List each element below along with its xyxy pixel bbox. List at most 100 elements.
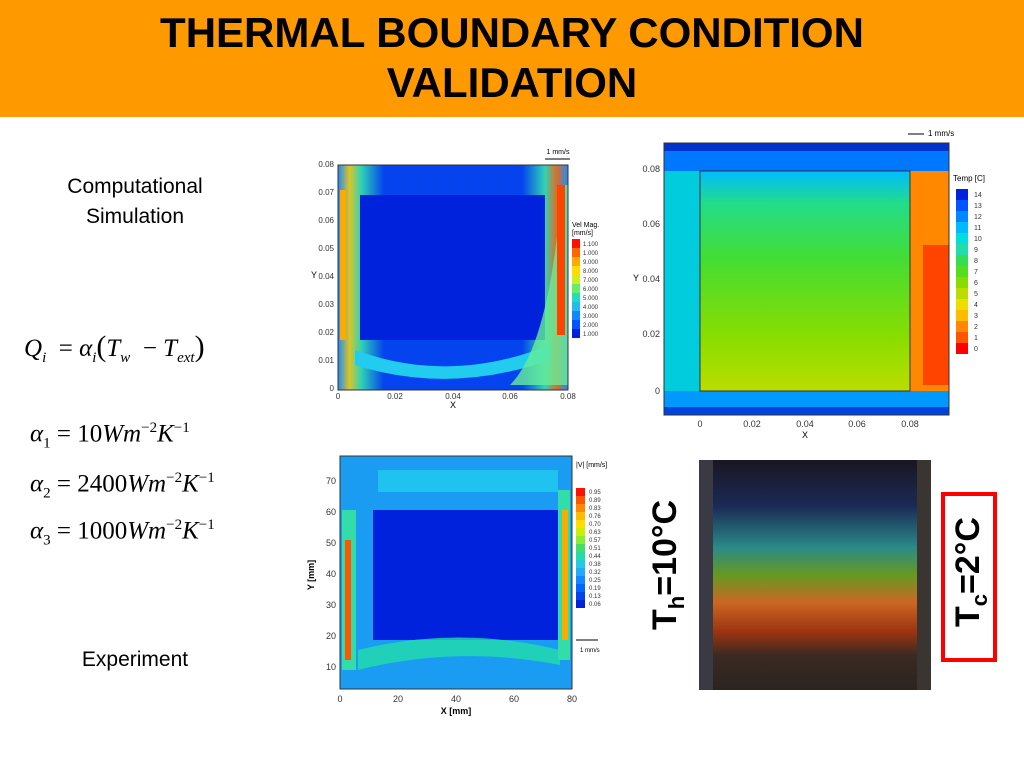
label-line-1: Computational: [67, 175, 203, 198]
legend-value: 8.000: [583, 269, 599, 275]
ytick: 20: [326, 631, 336, 641]
title-line-2: VALIDATION: [386, 59, 638, 106]
legend-value: 7: [974, 269, 978, 276]
page-title: THERMAL BOUNDARY CONDITION VALIDATION: [0, 8, 1024, 108]
xtick: 60: [509, 694, 519, 704]
ytick: 0.08: [642, 164, 660, 174]
ytick: 10: [326, 662, 336, 672]
y-ticks: 0.08 0.06 0.04 0.02 0: [642, 164, 660, 396]
sim-velocity-plot: 0.08 0.07 0.06 0.05 0.04 0.03 0.02 0.01 …: [311, 149, 599, 410]
legend-value: 0.25: [589, 578, 601, 584]
xtick: 0.04: [796, 419, 814, 429]
xtick: 0: [336, 392, 341, 401]
ytick: 0.04: [318, 272, 334, 281]
ytick: 0: [330, 384, 335, 393]
ytick: 60: [326, 507, 336, 517]
legend-unit: [mm/s]: [572, 230, 593, 237]
alpha1-equation: α1 = 10Wm−2K−1: [30, 420, 190, 452]
legend-value: 1: [974, 335, 978, 342]
legend-value: 0.83: [589, 506, 601, 512]
y-axis-label: Y [mm]: [306, 560, 316, 590]
ytick: 70: [326, 476, 336, 486]
legend-value: 0.19: [589, 586, 601, 592]
alpha2-equation: α2 = 2400Wm−2K−1: [30, 470, 215, 502]
xtick: 40: [451, 694, 461, 704]
heat-flux-equation: Qi = αi(Tw − Text): [24, 330, 205, 366]
xtick: 0.06: [848, 419, 866, 429]
legend-value: 5.000: [583, 296, 599, 302]
exp-velocity-plot: 70 60 50 40 30 20 10 0 20 40 60 80 X [mm…: [306, 455, 607, 716]
legend-value: 5: [974, 291, 978, 298]
legend-value: 11: [974, 225, 981, 232]
ytick: 0.04: [642, 274, 660, 284]
ytick: 0.01: [318, 356, 334, 365]
reference-vector-label: 1 mm/s: [580, 648, 600, 654]
x-axis-label: X [mm]: [441, 706, 472, 716]
legend-value: 0.63: [589, 530, 601, 536]
cold-wall-label-box: [941, 492, 997, 662]
reference-vector-label: 1 mm/s: [928, 129, 954, 138]
x-ticks: 0 0.02 0.04 0.06 0.08: [697, 419, 918, 429]
ytick: 0.02: [318, 328, 334, 337]
y-ticks: 70 60 50 40 30 20 10: [326, 476, 336, 672]
title-bar: THERMAL BOUNDARY CONDITION VALIDATION: [0, 0, 1024, 117]
ytick: 0.07: [318, 188, 334, 197]
computational-simulation-label: Computational Simulation: [40, 172, 230, 232]
ytick: 0.05: [318, 244, 334, 253]
legend-title: Vel Mag.: [572, 222, 599, 229]
legend-value: 0.95: [589, 490, 601, 496]
legend-value: 3.000: [583, 314, 599, 320]
ytick: 0.02: [642, 329, 660, 339]
legend-value: 4: [974, 302, 978, 309]
legend-value: 12: [974, 214, 982, 221]
core-region: [360, 195, 545, 340]
legend-value: 1.000: [583, 332, 599, 338]
label-line-2: Simulation: [85, 205, 185, 228]
ytick: 30: [326, 600, 336, 610]
xtick: 0.06: [502, 392, 518, 401]
legend-value: 0.89: [589, 498, 601, 504]
legend-value: 2.000: [583, 323, 599, 329]
xtick: 0.02: [387, 392, 403, 401]
legend-title: |V| [mm/s]: [576, 462, 607, 469]
legend-value: 1.100: [583, 242, 599, 248]
legend-value: 4.000: [583, 305, 599, 311]
legend-value: 0.70: [589, 522, 601, 528]
legend-value: 0.51: [589, 546, 601, 552]
ytick: 0: [655, 386, 660, 396]
xtick: 20: [393, 694, 403, 704]
cold-wall-temperature-label: Tc=2°C: [949, 517, 992, 627]
legend-value: 1.000: [583, 251, 599, 257]
x-axis-label: X: [802, 430, 808, 440]
alpha3-equation: α3 = 1000Wm−2K−1: [30, 517, 215, 549]
xtick: 0.08: [560, 392, 576, 401]
legend-value: 3: [974, 313, 978, 320]
legend-title: Temp [C]: [953, 174, 985, 183]
legend-value: 0.57: [589, 538, 601, 544]
legend-value: 7.000: [583, 278, 599, 284]
xtick: 0.04: [445, 392, 461, 401]
legend-value: 0.38: [589, 562, 601, 568]
water-region: [700, 171, 910, 391]
xtick: 0.02: [743, 419, 761, 429]
temperature-legend: 14 13 12 11 10 9 8 7 6 5 4 3 2 1 0: [956, 189, 982, 354]
ytick: 0.06: [318, 216, 334, 225]
y-axis-label: Y: [311, 270, 317, 280]
xtick: 0: [697, 419, 702, 429]
tank-image: [711, 460, 919, 690]
legend-value: 0.76: [589, 514, 601, 520]
ytick: 40: [326, 569, 336, 579]
ytick: 50: [326, 538, 336, 548]
legend-value: 13: [974, 203, 982, 210]
x-axis-label: X: [450, 400, 456, 410]
xtick: 80: [567, 694, 577, 704]
x-ticks: 0 0.02 0.04 0.06 0.08: [336, 392, 577, 401]
legend-value: 9.000: [583, 260, 599, 266]
legend-value: 14: [974, 192, 982, 199]
x-ticks: 0 20 40 60 80: [337, 694, 577, 704]
y-ticks: 0.08 0.07 0.06 0.05 0.04 0.03 0.02 0.01 …: [318, 160, 334, 393]
core-region: [373, 510, 558, 640]
legend-value: 8: [974, 258, 978, 265]
xtick: 0.08: [901, 419, 919, 429]
ytick: 0.08: [318, 160, 334, 169]
